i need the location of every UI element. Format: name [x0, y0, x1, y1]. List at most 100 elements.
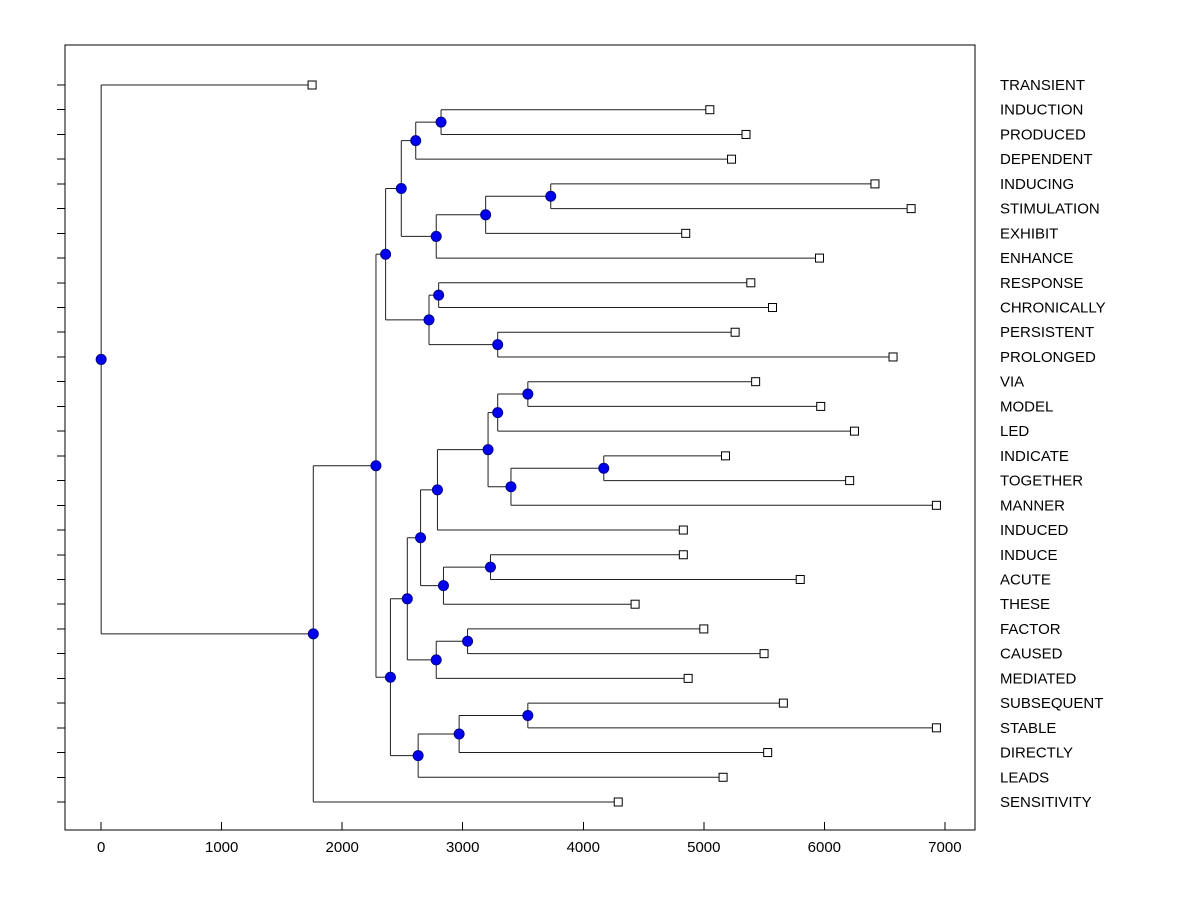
leaf-label: MEDIATED	[1000, 670, 1077, 687]
leaf-marker	[307, 80, 317, 90]
leaf-label: PROLONGED	[1000, 349, 1096, 366]
leaf-label: CAUSED	[1000, 646, 1063, 663]
leaf-marker	[613, 797, 623, 807]
leaf-label: PERSISTENT	[1000, 324, 1094, 341]
leaf-label: EXHIBIT	[1000, 225, 1058, 242]
leaf-marker	[746, 278, 756, 288]
internal-node-marker	[505, 481, 517, 493]
internal-node-marker	[412, 750, 424, 762]
leaf-label: INDUCE	[1000, 547, 1058, 564]
leaf-label: INDUCTION	[1000, 102, 1083, 119]
leaf-label: ENHANCE	[1000, 250, 1073, 267]
internal-node-marker	[453, 728, 465, 740]
internal-node-marker	[545, 190, 557, 202]
leaf-label: LED	[1000, 423, 1029, 440]
leaf-marker	[721, 451, 731, 461]
leaf-marker	[815, 253, 825, 263]
leaf-marker	[845, 476, 855, 486]
leaf-marker	[718, 772, 728, 782]
internal-node-marker	[380, 248, 392, 260]
leaf-label: THESE	[1000, 596, 1050, 613]
internal-node-marker	[522, 709, 534, 721]
leaf-label: VIA	[1000, 374, 1024, 391]
leaf-label: MANNER	[1000, 497, 1065, 514]
leaf-marker	[849, 426, 859, 436]
leaf-label: DIRECTLY	[1000, 745, 1073, 762]
leaf-label: INDUCED	[1000, 522, 1069, 539]
leaf-label: DEPENDENT	[1000, 151, 1093, 168]
leaf-label: TOGETHER	[1000, 473, 1083, 490]
leaf-marker	[778, 698, 788, 708]
leaf-label: ACUTE	[1000, 571, 1051, 588]
leaf-label: STABLE	[1000, 720, 1056, 737]
leaf-marker	[678, 550, 688, 560]
leaf-label: INDICATE	[1000, 448, 1069, 465]
leaf-marker	[681, 228, 691, 238]
axis-box	[64, 44, 976, 831]
x-axis-tick-label: 0	[97, 839, 105, 856]
x-axis-tick-label: 5000	[687, 839, 720, 856]
leaf-marker	[678, 525, 688, 535]
internal-node-marker	[410, 135, 422, 147]
internal-node-marker	[492, 407, 504, 419]
internal-node-marker	[598, 462, 610, 474]
internal-node-marker	[492, 339, 504, 351]
internal-node-marker	[370, 460, 382, 472]
internal-node-marker	[480, 209, 492, 221]
x-axis-tick-label: 3000	[446, 839, 479, 856]
leaf-label: STIMULATION	[1000, 201, 1100, 218]
leaf-marker	[870, 179, 880, 189]
leaf-marker	[888, 352, 898, 362]
leaf-label: INDUCING	[1000, 176, 1074, 193]
leaf-marker	[727, 154, 737, 164]
internal-node-marker	[482, 444, 494, 456]
leaf-label: TRANSIENT	[1000, 77, 1085, 94]
leaf-marker	[931, 500, 941, 510]
internal-node-marker	[431, 484, 443, 496]
leaf-label: FACTOR	[1000, 621, 1061, 638]
internal-node-marker	[307, 628, 319, 640]
internal-node-marker	[401, 593, 413, 605]
internal-node-marker	[484, 561, 496, 573]
internal-node-marker	[435, 116, 447, 128]
x-axis-tick-label: 2000	[326, 839, 359, 856]
x-axis-tick-label: 4000	[567, 839, 600, 856]
internal-node-marker	[522, 388, 534, 400]
leaf-label: SENSITIVITY	[1000, 794, 1092, 811]
x-axis-tick-label: 6000	[808, 839, 841, 856]
internal-node-marker	[437, 580, 449, 592]
leaf-marker	[751, 377, 761, 387]
leaf-marker	[931, 723, 941, 733]
leaf-marker	[683, 673, 693, 683]
leaf-label: RESPONSE	[1000, 275, 1083, 292]
leaf-marker	[906, 204, 916, 214]
internal-node-marker	[433, 289, 445, 301]
leaf-label: SUBSEQUENT	[1000, 695, 1103, 712]
leaf-marker	[699, 624, 709, 634]
leaf-label: MODEL	[1000, 398, 1053, 415]
internal-node-marker	[430, 230, 442, 242]
leaf-marker	[795, 574, 805, 584]
internal-node-marker	[395, 183, 407, 195]
internal-node-marker	[415, 532, 427, 544]
leaf-marker	[741, 129, 751, 139]
x-axis-tick-label: 7000	[928, 839, 961, 856]
internal-node-marker	[384, 671, 396, 683]
leaf-label: CHRONICALLY	[1000, 300, 1106, 317]
leaf-label: PRODUCED	[1000, 126, 1086, 143]
internal-node-marker	[95, 353, 107, 365]
internal-node-marker	[423, 314, 435, 326]
leaf-marker	[816, 401, 826, 411]
x-axis-tick-label: 1000	[205, 839, 238, 856]
internal-node-marker	[462, 635, 474, 647]
leaf-marker	[763, 748, 773, 758]
leaf-marker	[705, 105, 715, 115]
leaf-marker	[630, 599, 640, 609]
internal-node-marker	[430, 654, 442, 666]
leaf-marker	[730, 327, 740, 337]
leaf-marker	[768, 303, 778, 313]
leaf-marker	[759, 649, 769, 659]
leaf-label: LEADS	[1000, 769, 1049, 786]
